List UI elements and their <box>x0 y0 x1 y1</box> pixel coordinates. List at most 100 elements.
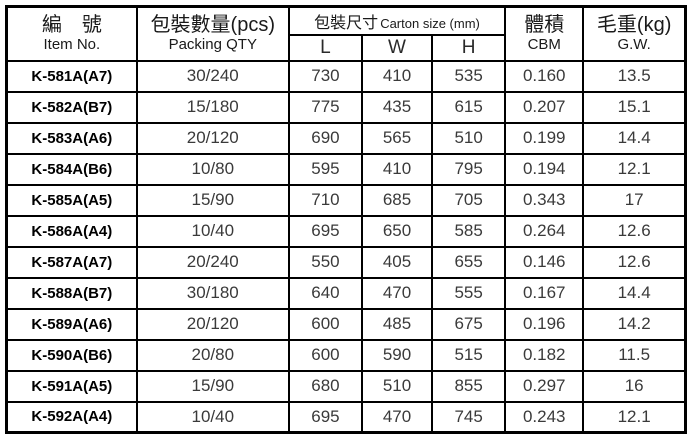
header-item-no-en: Item No. <box>43 36 101 53</box>
item-no-cell: K-588A(B7) <box>5 276 138 310</box>
cbm-cell: 0.194 <box>504 152 585 186</box>
cbm-cell: 0.146 <box>504 245 585 279</box>
length-cell: 640 <box>287 276 363 310</box>
cbm-cell: 0.167 <box>504 276 585 310</box>
header-gross-weight-en: G.W. <box>617 36 651 53</box>
gw-cell: 17 <box>582 183 687 217</box>
length-cell: 680 <box>287 369 363 403</box>
width-cell: 565 <box>360 121 434 155</box>
gw-cell: 14.4 <box>582 276 687 310</box>
cbm-cell: 0.343 <box>504 183 585 217</box>
header-item-no-cn: 編 號 <box>41 14 102 36</box>
table-row: K-586A(A4) 10/40 695 650 585 0.264 12.6 <box>5 214 687 248</box>
gw-cell: 12.1 <box>582 152 687 186</box>
table-row: K-590A(B6) 20/80 600 590 515 0.182 11.5 <box>5 338 687 372</box>
height-cell: 855 <box>431 369 507 403</box>
item-no-cell: K-590A(B6) <box>5 338 138 372</box>
header-height: H <box>431 33 507 62</box>
item-no-cell: K-591A(A5) <box>5 369 138 403</box>
table-row: K-582A(B7) 15/180 775 435 615 0.207 15.1 <box>5 90 687 124</box>
length-cell: 710 <box>287 183 363 217</box>
width-cell: 485 <box>360 307 434 341</box>
cbm-cell: 0.207 <box>504 90 585 124</box>
cbm-cell: 0.196 <box>504 307 585 341</box>
width-cell: 470 <box>360 400 434 434</box>
item-no-cell: K-583A(A6) <box>5 121 138 155</box>
item-no-cell: K-582A(B7) <box>5 90 138 124</box>
height-cell: 745 <box>431 400 507 434</box>
packing-qty-cell: 10/40 <box>135 400 290 434</box>
packing-spec-table: 編 號 Item No. 包裝數量(pcs) Packing QTY 包裝尺寸 C… <box>5 5 687 434</box>
item-no-cell: K-589A(A6) <box>5 307 138 341</box>
packing-qty-cell: 15/90 <box>135 369 290 403</box>
height-cell: 585 <box>431 214 507 248</box>
length-cell: 690 <box>287 121 363 155</box>
height-cell: 510 <box>431 121 507 155</box>
packing-qty-cell: 20/240 <box>135 245 290 279</box>
header-cbm: 體積 CBM <box>504 5 585 62</box>
header-packing-qty-cn: 包裝數量(pcs) <box>150 14 275 36</box>
width-cell: 405 <box>360 245 434 279</box>
header-row-lwh: L W H <box>7 33 686 62</box>
header-gross-weight-cn: 毛重(kg) <box>596 14 672 36</box>
item-no-cell: K-585A(A5) <box>5 183 138 217</box>
gw-cell: 12.6 <box>582 245 687 279</box>
item-no-cell: K-586A(A4) <box>5 214 138 248</box>
width-cell: 510 <box>360 369 434 403</box>
height-cell: 675 <box>431 307 507 341</box>
packing-qty-cell: 15/180 <box>135 90 290 124</box>
table-row: K-592A(A4) 10/40 695 470 745 0.243 12.1 <box>5 400 687 434</box>
length-cell: 600 <box>287 307 363 341</box>
length-cell: 695 <box>287 214 363 248</box>
length-cell: 550 <box>287 245 363 279</box>
width-cell: 410 <box>360 152 434 186</box>
gw-cell: 16 <box>582 369 687 403</box>
length-cell: 595 <box>287 152 363 186</box>
width-cell: 470 <box>360 276 434 310</box>
cbm-cell: 0.182 <box>504 338 585 372</box>
cbm-cell: 0.199 <box>504 121 585 155</box>
packing-qty-cell: 10/40 <box>135 214 290 248</box>
gw-cell: 11.5 <box>582 338 687 372</box>
table-row: K-584A(B6) 10/80 595 410 795 0.194 12.1 <box>5 152 687 186</box>
width-cell: 650 <box>360 214 434 248</box>
cbm-cell: 0.264 <box>504 214 585 248</box>
header-length: L <box>287 33 363 62</box>
item-no-cell: K-584A(B6) <box>5 152 138 186</box>
gw-cell: 12.1 <box>582 400 687 434</box>
length-cell: 600 <box>287 338 363 372</box>
header-packing-qty-en: Packing QTY <box>168 36 257 53</box>
cbm-cell: 0.297 <box>504 369 585 403</box>
height-cell: 655 <box>431 245 507 279</box>
packing-qty-cell: 30/240 <box>135 59 290 93</box>
table-row: K-585A(A5) 15/90 710 685 705 0.343 17 <box>5 183 687 217</box>
cbm-cell: 0.243 <box>504 400 585 434</box>
item-no-cell: K-592A(A4) <box>5 400 138 434</box>
header-packing-qty: 包裝數量(pcs) Packing QTY <box>135 5 290 62</box>
table-row: K-591A(A5) 15/90 680 510 855 0.297 16 <box>5 369 687 403</box>
header-carton-size-en: Carton size (mm) <box>380 15 480 31</box>
header-gross-weight: 毛重(kg) G.W. <box>582 5 687 62</box>
gw-cell: 14.4 <box>582 121 687 155</box>
height-cell: 705 <box>431 183 507 217</box>
gw-cell: 15.1 <box>582 90 687 124</box>
table-header: 編 號 Item No. 包裝數量(pcs) Packing QTY 包裝尺寸 C… <box>5 5 687 62</box>
table-row: K-589A(A6) 20/120 600 485 675 0.196 14.2 <box>5 307 687 341</box>
packing-qty-cell: 20/120 <box>135 307 290 341</box>
item-no-cell: K-581A(A7) <box>5 59 138 93</box>
packing-qty-cell: 20/80 <box>135 338 290 372</box>
table-row: K-581A(A7) 30/240 730 410 535 0.160 13.5 <box>5 59 687 93</box>
header-carton-size-cn: 包裝尺寸 <box>314 14 379 32</box>
height-cell: 535 <box>431 59 507 93</box>
width-cell: 435 <box>360 90 434 124</box>
height-cell: 795 <box>431 152 507 186</box>
gw-cell: 14.2 <box>582 307 687 341</box>
header-item-no: 編 號 Item No. <box>5 5 138 62</box>
length-cell: 775 <box>287 90 363 124</box>
width-cell: 685 <box>360 183 434 217</box>
packing-qty-cell: 15/90 <box>135 183 290 217</box>
table-row: K-583A(A6) 20/120 690 565 510 0.199 14.4 <box>5 121 687 155</box>
packing-qty-cell: 10/80 <box>135 152 290 186</box>
length-cell: 695 <box>287 400 363 434</box>
gw-cell: 12.6 <box>582 214 687 248</box>
